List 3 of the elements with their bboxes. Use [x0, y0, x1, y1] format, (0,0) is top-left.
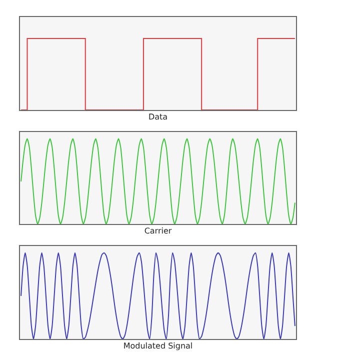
x-axis-title: Modulated Signal — [123, 342, 193, 351]
x-axis-title: Carrier — [144, 226, 172, 236]
x-axis-title: Data — [148, 112, 168, 122]
